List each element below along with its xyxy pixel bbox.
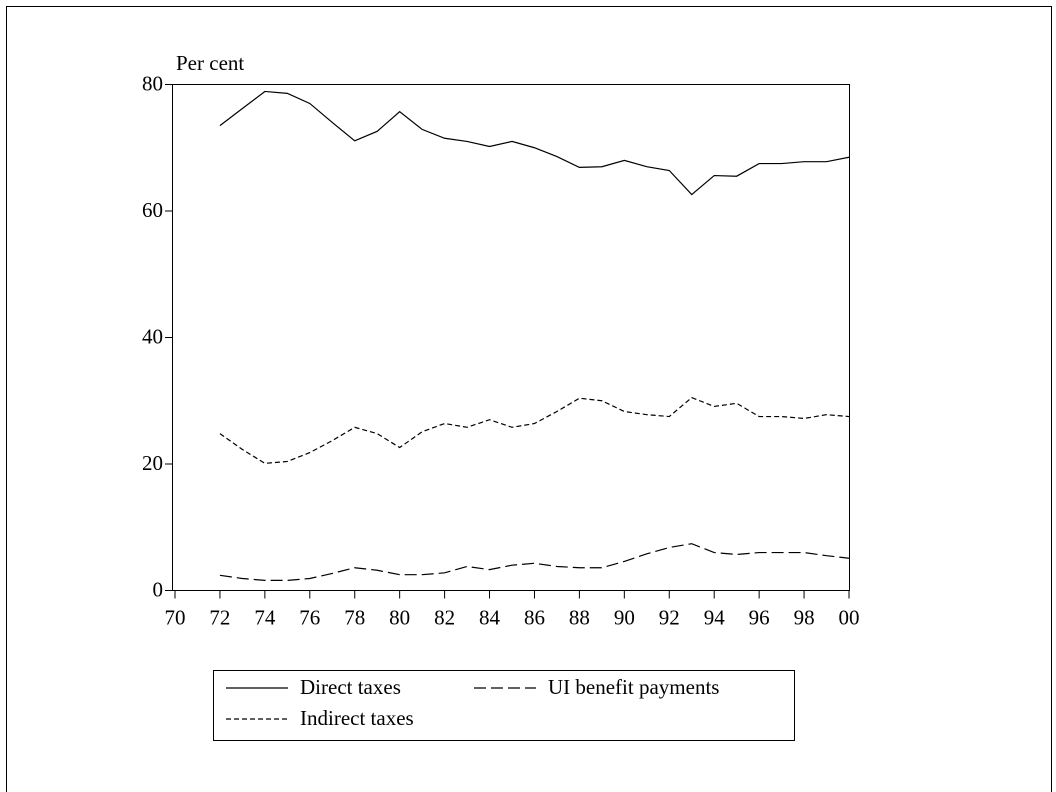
x-tick-label: 74: [254, 606, 276, 630]
y-tick-label: 40: [142, 324, 163, 348]
y-tick-label: 20: [142, 451, 163, 475]
legend: [213, 670, 795, 741]
y-tick-label: 0: [153, 577, 164, 601]
x-tick-label: 84: [479, 606, 501, 630]
x-tick-label: 88: [569, 606, 590, 630]
x-tick-label: 80: [389, 606, 410, 630]
x-tick-label: 70: [165, 606, 186, 630]
x-tick-label: 76: [299, 606, 320, 630]
plot-area: [172, 84, 850, 591]
series-line: [219, 396, 850, 464]
frame: [6, 6, 1052, 792]
x-tick-label: 72: [209, 606, 230, 630]
y-axis-label: Per cent: [176, 51, 244, 75]
x-tick-label: 96: [749, 606, 770, 630]
legend-label: UI benefit payments: [548, 675, 719, 699]
y-tick-label: 60: [142, 198, 163, 222]
x-tick-label: 82: [434, 606, 455, 630]
legend-label: Direct taxes: [300, 675, 401, 699]
x-tick-label: 86: [524, 606, 545, 630]
x-tick-label: 94: [704, 606, 726, 630]
legend-label: Indirect taxes: [300, 706, 414, 730]
series-line: [219, 90, 850, 196]
x-tick-label: 00: [839, 606, 860, 630]
series-line: [219, 543, 850, 581]
y-tick-label: 80: [142, 71, 163, 95]
x-tick-label: 98: [794, 606, 815, 630]
x-tick-label: 92: [659, 606, 680, 630]
x-tick-label: 78: [344, 606, 365, 630]
x-tick-label: 90: [614, 606, 635, 630]
